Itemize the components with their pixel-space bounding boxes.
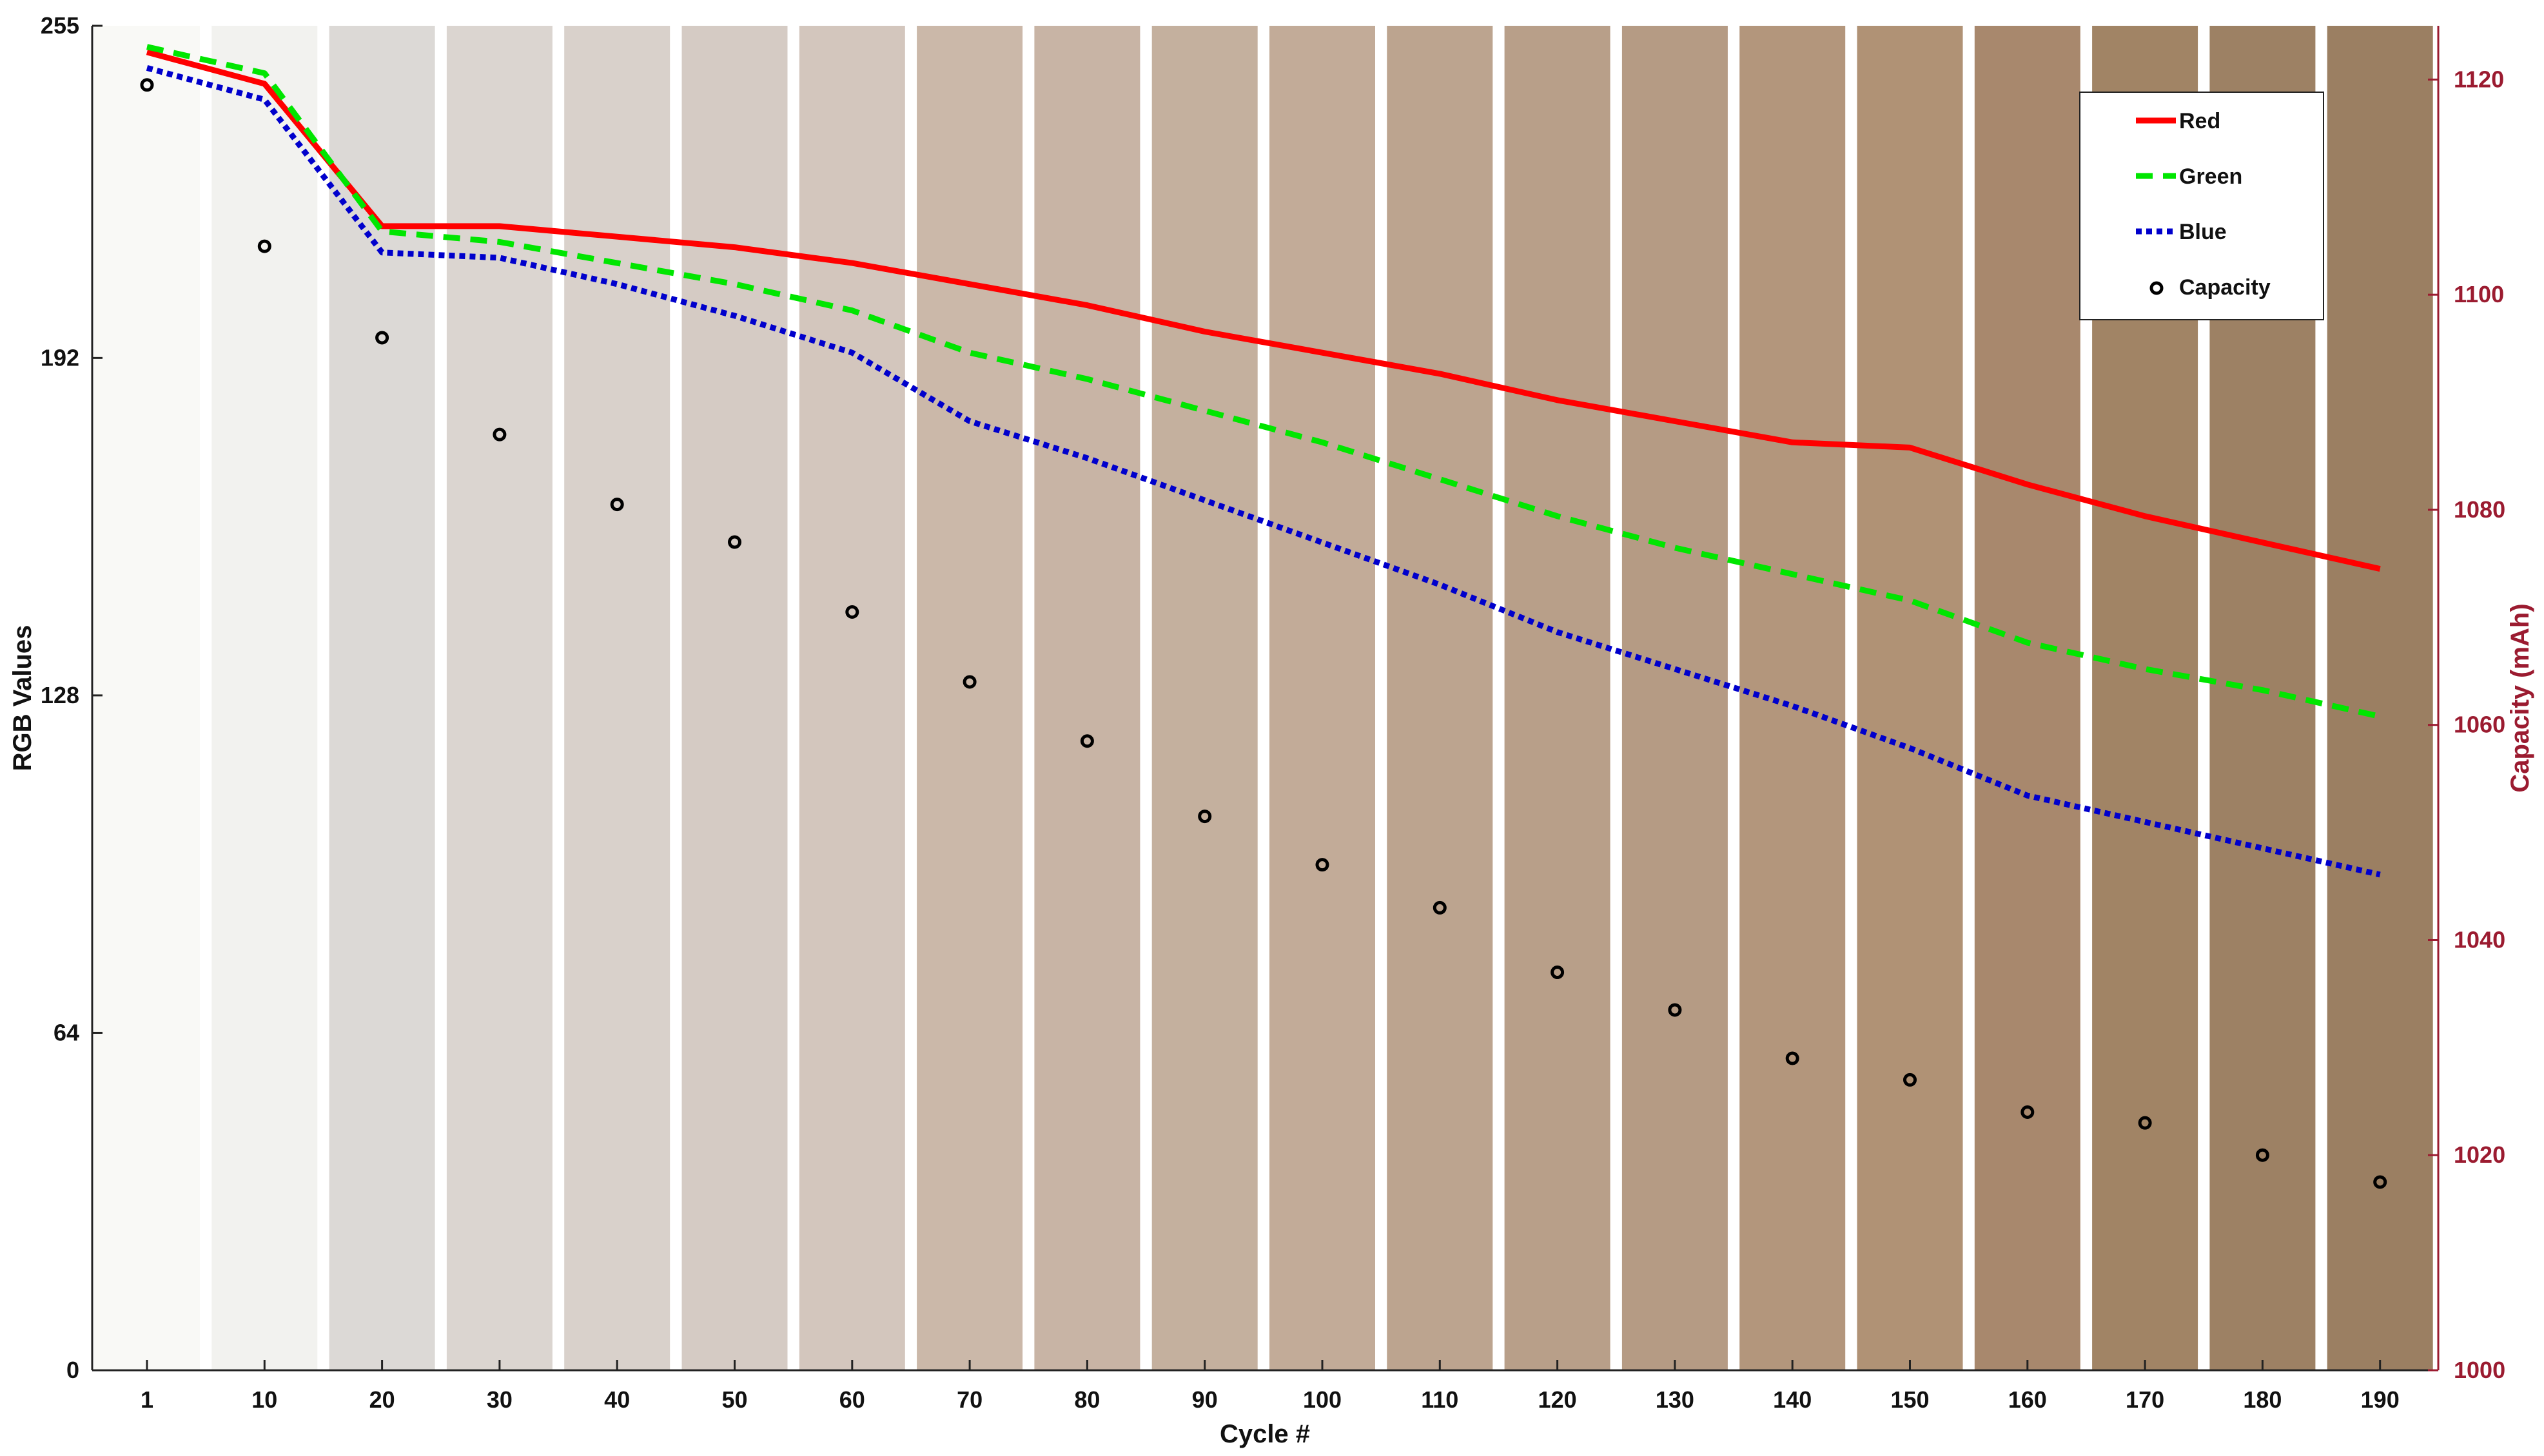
- swatch-column: [1504, 26, 1610, 1370]
- swatch-column: [1857, 26, 1963, 1370]
- legend-box: [2079, 92, 2324, 320]
- capacity-point: [140, 78, 154, 92]
- series: [140, 44, 2387, 1189]
- series-green-line: [146, 44, 2381, 719]
- axis-labels: Cycle # RGB Values Capacity (mAh): [8, 603, 2534, 1448]
- x-tick-label: 50: [721, 1386, 747, 1413]
- series-blue-line: [146, 65, 2381, 878]
- x-tick-label: 180: [2243, 1386, 2282, 1413]
- capacity-point: [2138, 1116, 2152, 1130]
- swatch-column: [1387, 26, 1493, 1370]
- y-tick-label-right: 1040: [2454, 926, 2505, 953]
- legend: Red Green Blue Capacity: [2079, 92, 2324, 320]
- capacity-point: [1551, 966, 1565, 980]
- swatch-column: [917, 26, 1023, 1370]
- x-tick-label: 30: [487, 1386, 513, 1413]
- x-tick-label: 100: [1303, 1386, 1342, 1413]
- x-tick-label: 140: [1773, 1386, 1812, 1413]
- swatch-column: [1151, 26, 1258, 1370]
- x-tick-label: 60: [839, 1386, 865, 1413]
- swatch-column: [1034, 26, 1140, 1370]
- legend-label-red: Red: [2179, 109, 2220, 133]
- x-tick-label: 40: [604, 1386, 630, 1413]
- swatch-column: [2327, 26, 2433, 1370]
- x-tick-label: 1: [141, 1386, 153, 1413]
- y-tick-label-left: 64: [54, 1019, 79, 1045]
- capacity-point: [728, 535, 741, 549]
- capacity-point: [375, 331, 389, 345]
- swatch-column: [1269, 26, 1375, 1370]
- x-tick-label: 10: [251, 1386, 277, 1413]
- y-tick-label-right: 1100: [2454, 281, 2504, 307]
- capacity-point: [963, 675, 977, 689]
- y-tick-label-left: 0: [66, 1357, 79, 1383]
- x-tick-label: 150: [1890, 1386, 1929, 1413]
- y-tick-label-right: 1060: [2454, 712, 2505, 738]
- capacity-point: [2021, 1105, 2035, 1119]
- y-axis-title-left: RGB Values: [8, 625, 37, 772]
- capacity-point: [1903, 1073, 1917, 1087]
- x-tick-label: 110: [1421, 1386, 1458, 1413]
- legend-label-green: Green: [2179, 164, 2242, 189]
- x-tick-label: 20: [369, 1386, 395, 1413]
- swatch-column: [1739, 26, 1846, 1370]
- y-tick-label-right: 1020: [2454, 1141, 2505, 1168]
- x-tick-label: 160: [2008, 1386, 2047, 1413]
- legend-label-blue: Blue: [2179, 220, 2227, 244]
- x-tick-label: 90: [1192, 1386, 1218, 1413]
- capacity-point: [2255, 1148, 2269, 1162]
- capacity-point: [1433, 900, 1447, 915]
- capacity-point: [845, 605, 859, 619]
- x-tick-label: 170: [2126, 1386, 2164, 1413]
- capacity-point: [257, 239, 271, 253]
- swatch-column: [211, 26, 318, 1370]
- y-tick-label-right: 1120: [2454, 66, 2504, 92]
- x-axis-title: Cycle #: [1220, 1420, 1310, 1448]
- axes: [91, 26, 2440, 1372]
- series-capacity: [140, 78, 2387, 1189]
- x-tick-label: 120: [1538, 1386, 1577, 1413]
- y-tick-label-right: 1080: [2454, 496, 2505, 523]
- x-tick-label: 70: [957, 1386, 983, 1413]
- swatch-column: [94, 26, 200, 1370]
- legend-marker-capacity: [2149, 281, 2164, 295]
- x-tick-label: 190: [2361, 1386, 2400, 1413]
- series-red-line: [146, 49, 2381, 572]
- legend-label-capacity: Capacity: [2179, 275, 2271, 300]
- capacity-point: [1315, 858, 1329, 872]
- capacity-point: [1668, 1003, 1682, 1017]
- capacity-point: [493, 427, 507, 442]
- swatch-column: [681, 26, 788, 1370]
- y-tick-label-left: 128: [41, 682, 79, 708]
- swatch-column: [1974, 26, 2080, 1370]
- swatch-column: [564, 26, 670, 1370]
- y-axis-title-right: Capacity (mAh): [2506, 603, 2534, 792]
- capacity-point: [610, 498, 624, 512]
- capacity-point: [1080, 734, 1094, 748]
- x-tick-label: 130: [1656, 1386, 1694, 1413]
- x-tick-label: 80: [1074, 1386, 1100, 1413]
- ticks: 0641281922551000102010401060108011001120…: [41, 12, 2505, 1413]
- capacity-point: [2373, 1175, 2387, 1189]
- y-tick-label-left: 255: [41, 12, 79, 39]
- capacity-point: [1198, 810, 1212, 824]
- swatch-column: [1621, 26, 1728, 1370]
- swatch-column: [799, 26, 905, 1370]
- capacity-point: [1785, 1051, 1799, 1065]
- y-tick-label-right: 1000: [2454, 1357, 2505, 1383]
- y-tick-label-left: 192: [41, 344, 79, 371]
